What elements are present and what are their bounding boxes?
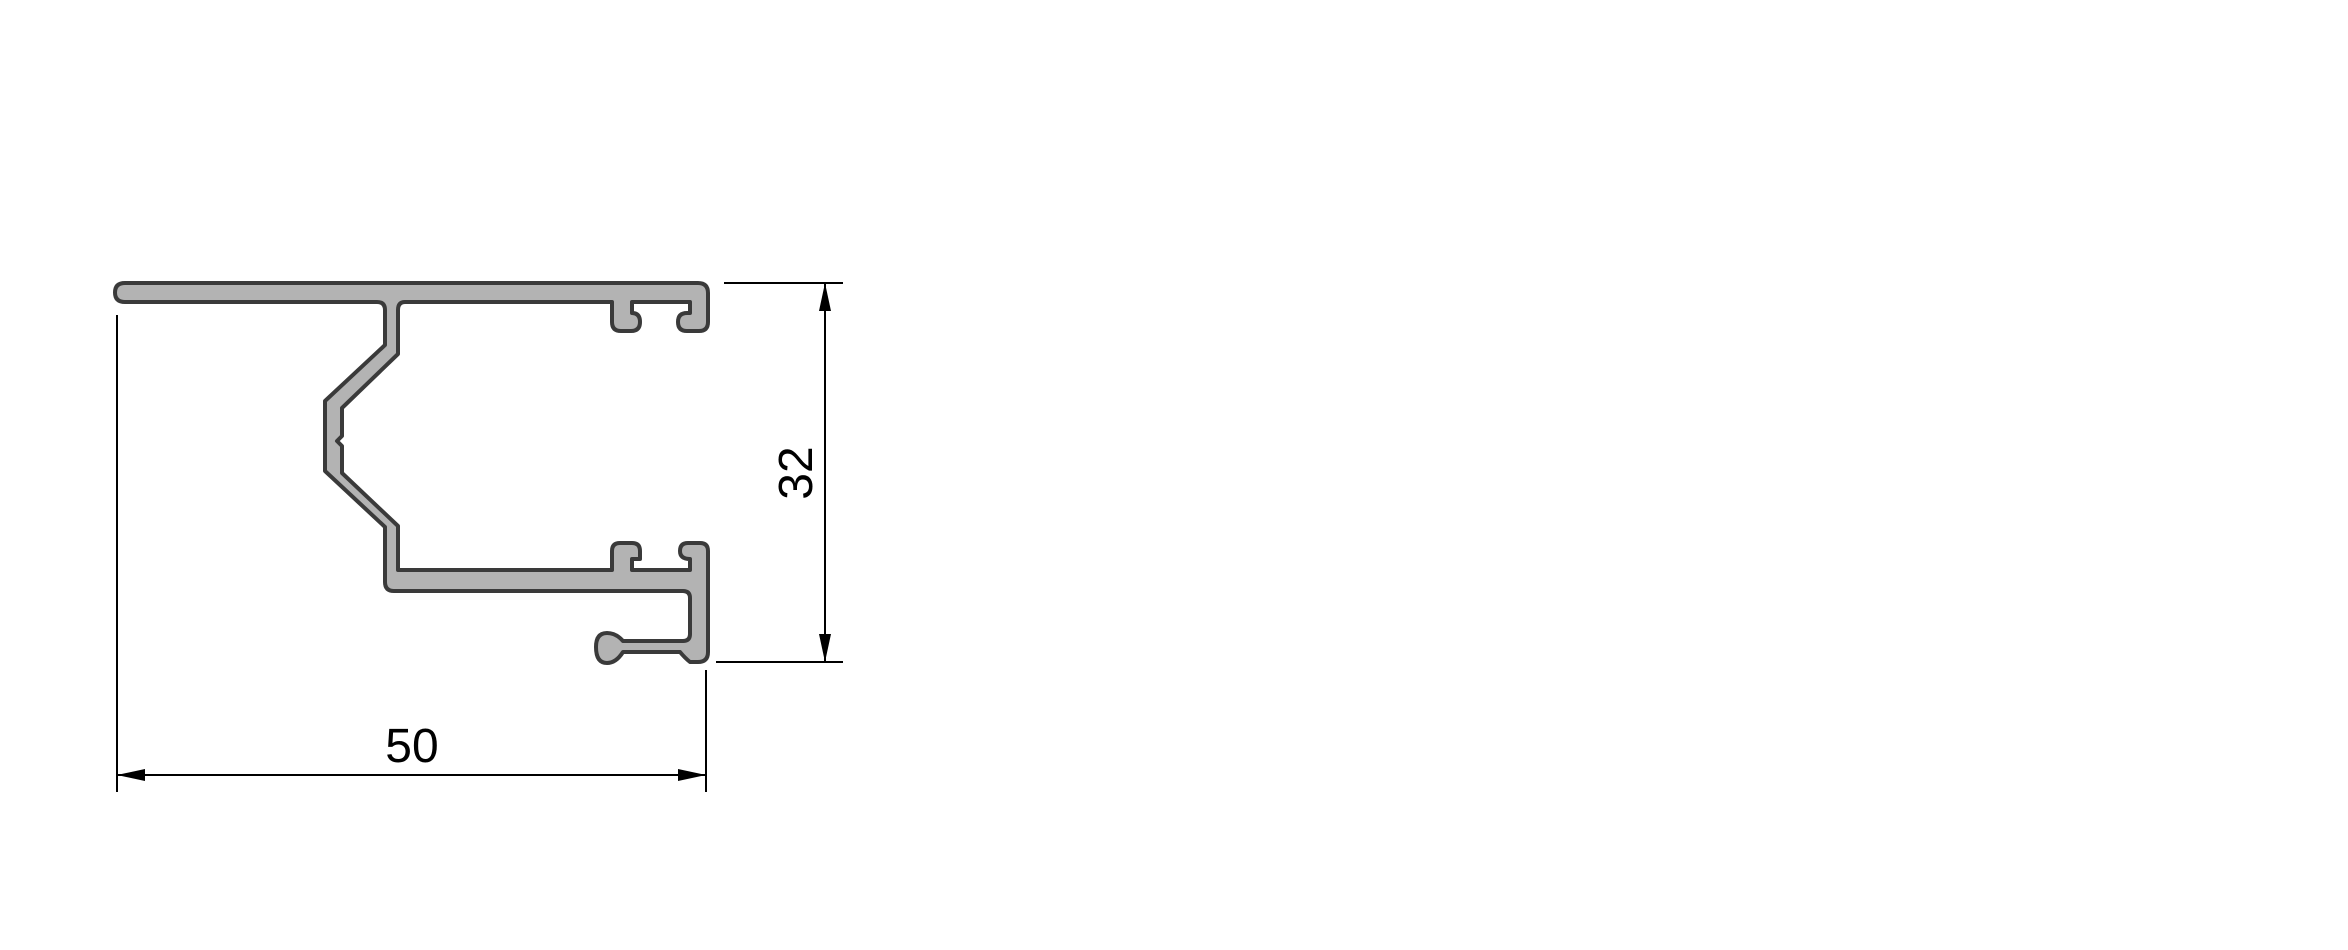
- height-arrow-top-icon: [819, 283, 831, 311]
- width-dimension-label: 50: [385, 720, 438, 773]
- width-arrow-right-icon: [678, 769, 706, 781]
- width-arrow-left-icon: [117, 769, 145, 781]
- height-dimension-label: 32: [770, 446, 823, 499]
- height-arrow-bottom-icon: [819, 634, 831, 662]
- extrusion-profile: [113, 281, 710, 665]
